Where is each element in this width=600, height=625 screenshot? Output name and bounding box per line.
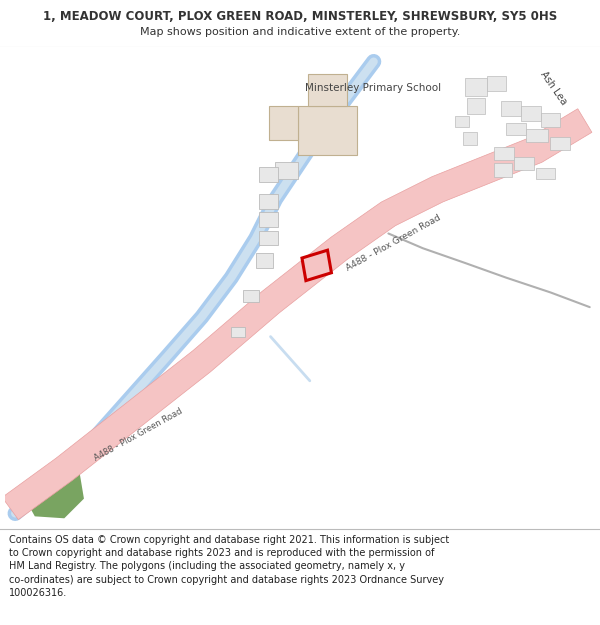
Text: Map shows position and indicative extent of the property.: Map shows position and indicative extent… xyxy=(140,26,460,36)
Polygon shape xyxy=(521,106,541,121)
Polygon shape xyxy=(465,78,487,96)
Polygon shape xyxy=(502,101,521,116)
Polygon shape xyxy=(259,167,278,182)
Polygon shape xyxy=(506,122,526,135)
Text: Ash Lea: Ash Lea xyxy=(538,69,569,107)
Polygon shape xyxy=(308,74,347,106)
Polygon shape xyxy=(275,162,298,179)
Text: A488 - Plox Green Road: A488 - Plox Green Road xyxy=(344,214,442,273)
Polygon shape xyxy=(243,291,259,302)
Polygon shape xyxy=(463,132,477,145)
Polygon shape xyxy=(550,138,570,150)
Text: Minsterley Primary School: Minsterley Primary School xyxy=(305,83,441,93)
Polygon shape xyxy=(259,194,278,209)
Polygon shape xyxy=(231,327,245,337)
Polygon shape xyxy=(25,459,84,518)
Polygon shape xyxy=(536,168,556,179)
Polygon shape xyxy=(487,76,506,91)
Polygon shape xyxy=(541,112,560,128)
Polygon shape xyxy=(514,157,534,169)
Polygon shape xyxy=(256,253,274,268)
Polygon shape xyxy=(269,106,298,140)
Polygon shape xyxy=(259,212,278,227)
Text: Contains OS data © Crown copyright and database right 2021. This information is : Contains OS data © Crown copyright and d… xyxy=(9,535,449,598)
Polygon shape xyxy=(494,162,512,176)
Polygon shape xyxy=(298,106,357,155)
Polygon shape xyxy=(467,98,485,114)
Text: A488 - Plox Green Road: A488 - Plox Green Road xyxy=(92,407,184,463)
Polygon shape xyxy=(526,129,548,142)
Polygon shape xyxy=(455,116,469,128)
Polygon shape xyxy=(259,231,278,245)
Polygon shape xyxy=(494,147,514,160)
Text: 1, MEADOW COURT, PLOX GREEN ROAD, MINSTERLEY, SHREWSBURY, SY5 0HS: 1, MEADOW COURT, PLOX GREEN ROAD, MINSTE… xyxy=(43,10,557,23)
Polygon shape xyxy=(2,109,592,519)
